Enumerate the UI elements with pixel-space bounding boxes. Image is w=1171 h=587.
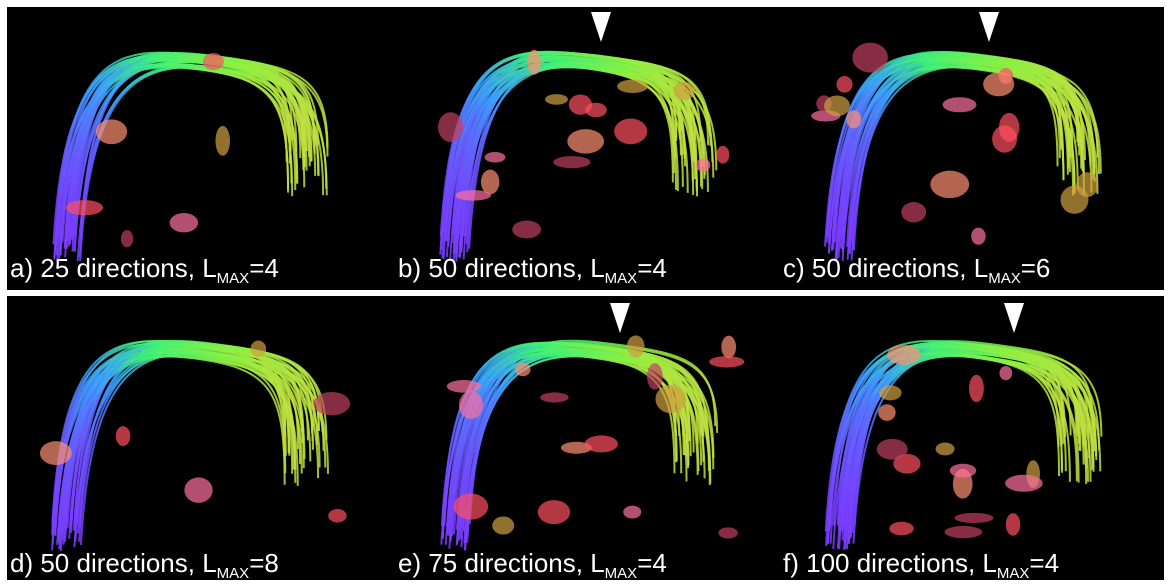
caption-sub: MAX <box>988 270 1021 287</box>
fiber-cluster <box>203 53 224 70</box>
fiber-cluster <box>66 200 103 215</box>
fiber-cluster <box>512 221 541 239</box>
fiber-cluster <box>438 112 463 142</box>
caption-label: e) 75 directions, L <box>398 548 605 578</box>
fiber-cluster <box>1005 475 1043 492</box>
caption-tail: =4 <box>249 253 279 283</box>
fiber-cluster <box>930 171 969 198</box>
caption-sub: MAX <box>217 270 250 287</box>
fiber-cluster <box>696 158 710 171</box>
fiber-cluster <box>585 435 618 452</box>
fiber-cluster <box>553 156 590 168</box>
fiber-cluster <box>824 95 850 116</box>
fiber-cluster <box>447 380 481 393</box>
caption-tail: =4 <box>637 548 667 578</box>
figure: a) 25 directions, LMAX=4b) 50 directions… <box>0 0 1171 587</box>
fiber-cluster <box>1006 513 1021 536</box>
caption-tail: =6 <box>1021 253 1051 283</box>
fiber-cluster <box>121 230 133 247</box>
fiber-cluster <box>992 125 1017 152</box>
caption-label: f) 100 directions, L <box>783 548 997 578</box>
fiber-cluster <box>721 336 736 359</box>
fiber-cluster <box>936 442 955 455</box>
caption-sub: MAX <box>605 270 638 287</box>
fiber-cluster <box>878 404 895 421</box>
fiber-cluster <box>527 50 541 75</box>
fiber-cluster <box>215 126 230 156</box>
fiber-cluster <box>313 392 350 415</box>
caption-sub: MAX <box>997 565 1030 582</box>
fiber-cluster <box>877 439 908 460</box>
caption-tail: =4 <box>1029 548 1059 578</box>
fiber-cluster <box>950 464 976 478</box>
fiber-cluster <box>184 477 212 502</box>
fiber-cluster <box>455 190 491 201</box>
fiber-cluster <box>614 119 647 145</box>
fiber-cluster <box>459 391 483 419</box>
fiber-cluster <box>983 72 1014 96</box>
fiber-cluster <box>1076 172 1098 197</box>
fiber-cluster <box>481 170 500 195</box>
fiber-cluster <box>673 82 695 100</box>
fiber-cluster <box>567 129 604 153</box>
fiber-cluster <box>655 385 686 413</box>
fiber-cluster <box>955 513 994 523</box>
fiber-cluster <box>545 94 568 105</box>
caption-tail: =4 <box>637 253 667 283</box>
caption-label: c) 50 directions, L <box>783 253 988 283</box>
fiber-cluster <box>454 494 489 520</box>
fiber-cluster <box>846 110 861 128</box>
fiber-cluster <box>328 509 346 523</box>
fiber-cluster <box>251 341 267 358</box>
fiber-cluster <box>647 363 663 389</box>
fiber-cluster <box>617 80 648 93</box>
fiber-cluster <box>585 103 607 118</box>
fiber-cluster <box>887 345 920 365</box>
fiber-cluster <box>40 441 72 465</box>
fiber-cluster <box>116 426 131 446</box>
bottom-row <box>7 296 1164 580</box>
fiber-cluster <box>709 356 744 367</box>
fiber-cluster <box>971 228 986 245</box>
fiber-cluster <box>485 152 506 162</box>
fiber-cluster <box>170 213 198 232</box>
fiber-cluster <box>943 97 977 112</box>
fiber-cluster <box>627 335 645 357</box>
fiber-cluster <box>969 375 984 402</box>
caption-label: d) 50 directions, L <box>10 548 217 578</box>
fiber-cluster <box>515 363 530 377</box>
caption-label: b) 50 directions, L <box>398 253 605 283</box>
fiber-cluster <box>879 385 901 400</box>
fiber-cluster <box>889 522 913 536</box>
fiber-cluster <box>945 526 983 538</box>
caption-tail: =8 <box>249 548 279 578</box>
fiber-cluster <box>623 506 641 519</box>
fiber-cluster <box>716 146 729 164</box>
fiber-cluster <box>999 366 1012 380</box>
fiber-cluster <box>492 516 514 534</box>
fiber-cluster <box>540 392 569 402</box>
fiber-cluster <box>852 43 888 73</box>
fiber-cluster <box>718 527 737 538</box>
caption-label: a) 25 directions, L <box>10 253 217 283</box>
caption-sub: MAX <box>605 565 638 582</box>
fiber-cluster <box>96 119 127 144</box>
caption-sub: MAX <box>217 565 250 582</box>
fiber-cluster <box>901 202 926 222</box>
fiber-cluster <box>836 76 852 93</box>
fiber-cluster <box>538 500 570 524</box>
